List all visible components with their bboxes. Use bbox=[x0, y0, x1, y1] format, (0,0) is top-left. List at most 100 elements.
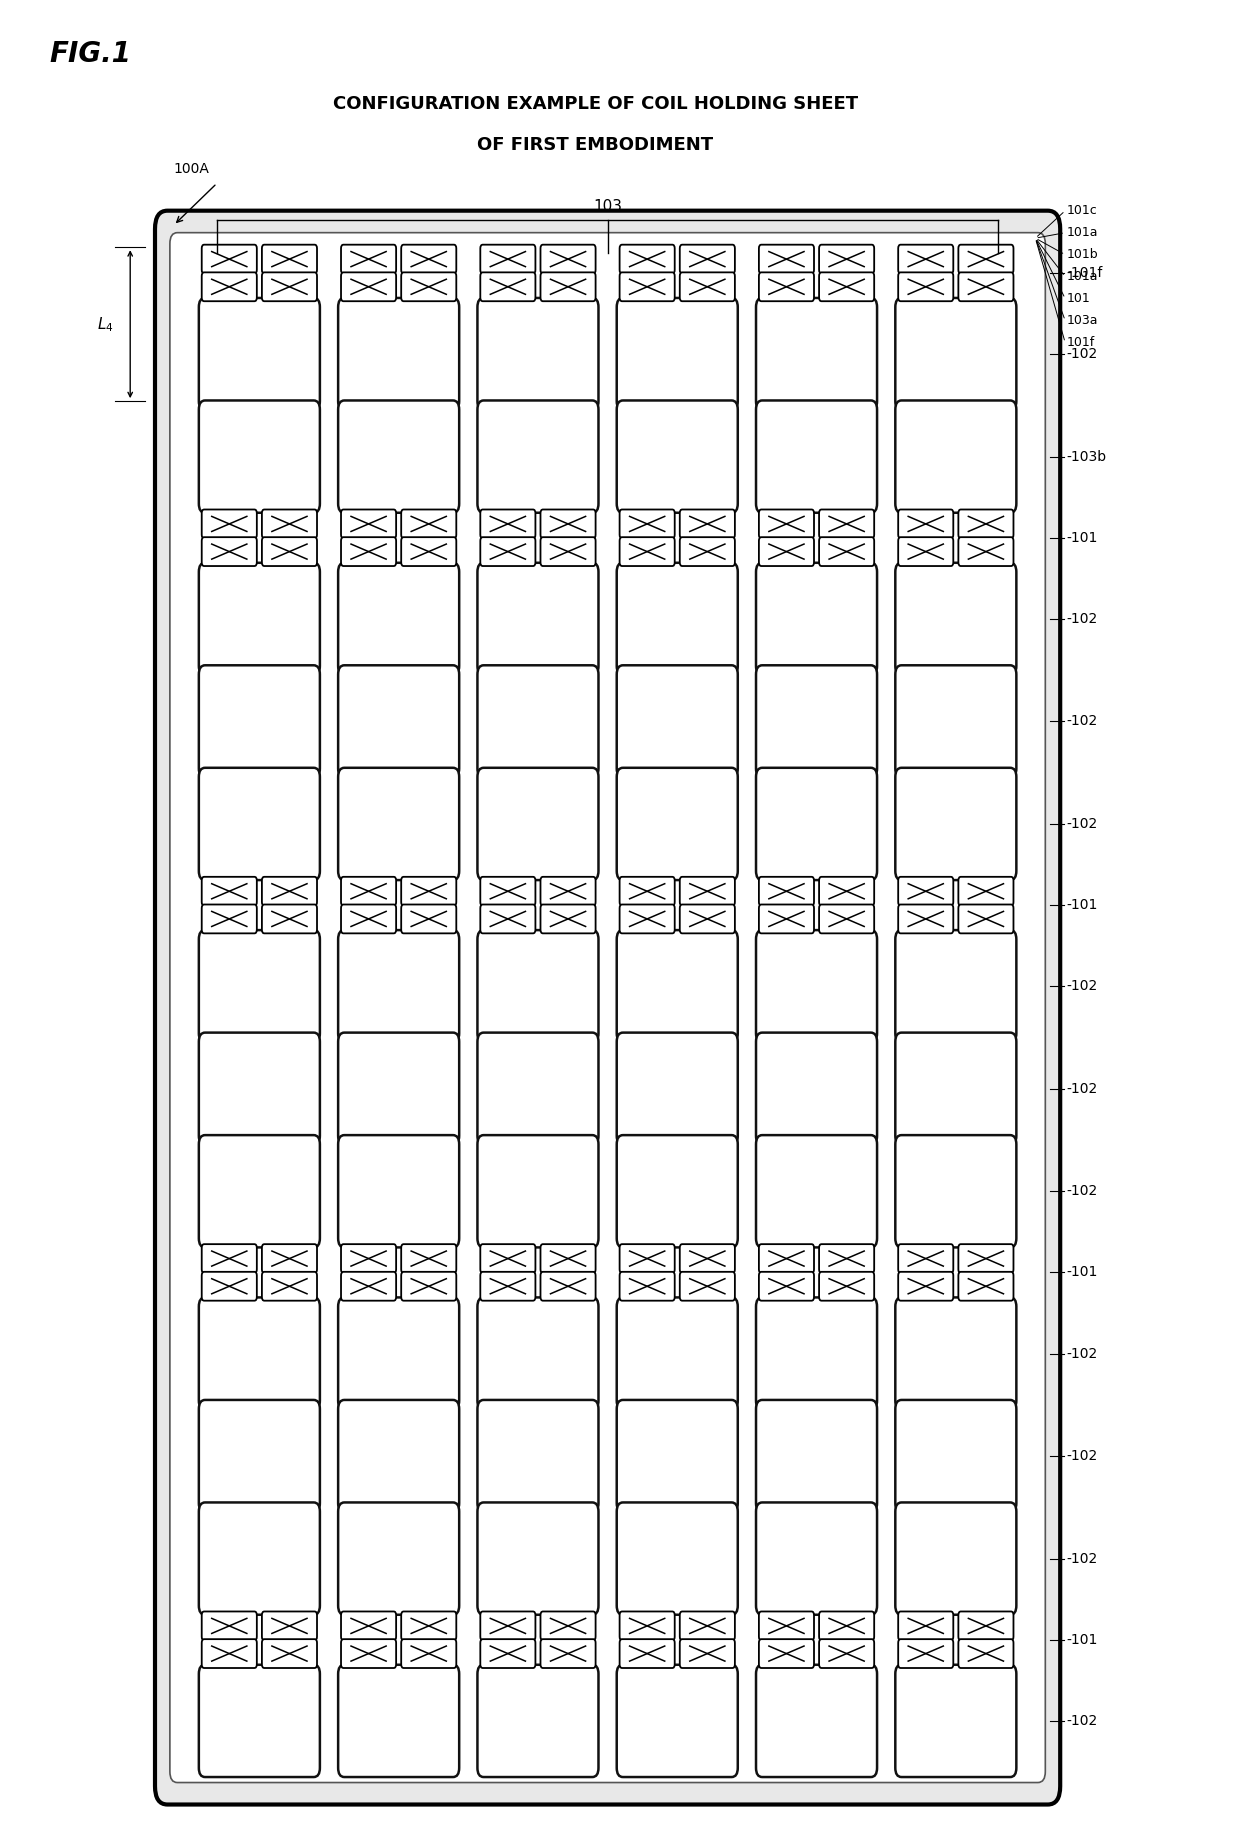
FancyBboxPatch shape bbox=[820, 905, 874, 932]
FancyBboxPatch shape bbox=[339, 1297, 459, 1409]
FancyBboxPatch shape bbox=[341, 1271, 396, 1301]
FancyBboxPatch shape bbox=[959, 1244, 1013, 1273]
FancyBboxPatch shape bbox=[541, 1271, 595, 1301]
FancyBboxPatch shape bbox=[480, 245, 536, 273]
FancyBboxPatch shape bbox=[480, 905, 536, 932]
Text: -102: -102 bbox=[1066, 1715, 1097, 1728]
FancyBboxPatch shape bbox=[541, 905, 595, 932]
FancyBboxPatch shape bbox=[820, 245, 874, 273]
Text: -101f: -101f bbox=[1066, 266, 1102, 280]
FancyBboxPatch shape bbox=[202, 245, 257, 273]
FancyBboxPatch shape bbox=[477, 1665, 599, 1777]
FancyBboxPatch shape bbox=[959, 905, 1013, 932]
FancyBboxPatch shape bbox=[477, 401, 599, 513]
FancyBboxPatch shape bbox=[820, 537, 874, 566]
FancyBboxPatch shape bbox=[756, 1665, 877, 1777]
FancyBboxPatch shape bbox=[480, 1271, 536, 1301]
FancyBboxPatch shape bbox=[820, 273, 874, 300]
Text: 101a: 101a bbox=[1066, 269, 1097, 284]
Text: -102: -102 bbox=[1066, 1347, 1097, 1361]
FancyBboxPatch shape bbox=[339, 401, 459, 513]
FancyBboxPatch shape bbox=[341, 273, 396, 300]
FancyBboxPatch shape bbox=[262, 245, 317, 273]
FancyBboxPatch shape bbox=[895, 1400, 1017, 1511]
FancyBboxPatch shape bbox=[898, 1244, 954, 1273]
FancyBboxPatch shape bbox=[541, 878, 595, 905]
FancyBboxPatch shape bbox=[895, 931, 1017, 1042]
FancyBboxPatch shape bbox=[895, 768, 1017, 879]
FancyBboxPatch shape bbox=[198, 401, 320, 513]
FancyBboxPatch shape bbox=[339, 931, 459, 1042]
FancyBboxPatch shape bbox=[756, 1136, 877, 1248]
FancyBboxPatch shape bbox=[402, 537, 456, 566]
FancyBboxPatch shape bbox=[616, 299, 738, 410]
FancyBboxPatch shape bbox=[541, 1640, 595, 1667]
FancyBboxPatch shape bbox=[339, 1033, 459, 1145]
FancyBboxPatch shape bbox=[202, 537, 257, 566]
FancyBboxPatch shape bbox=[480, 1244, 536, 1273]
FancyBboxPatch shape bbox=[541, 273, 595, 300]
FancyBboxPatch shape bbox=[402, 1271, 456, 1301]
FancyBboxPatch shape bbox=[341, 537, 396, 566]
FancyBboxPatch shape bbox=[262, 273, 317, 300]
FancyBboxPatch shape bbox=[959, 273, 1013, 300]
FancyBboxPatch shape bbox=[820, 1612, 874, 1640]
FancyBboxPatch shape bbox=[680, 537, 735, 566]
FancyBboxPatch shape bbox=[339, 562, 459, 674]
FancyBboxPatch shape bbox=[895, 1297, 1017, 1409]
FancyBboxPatch shape bbox=[198, 1665, 320, 1777]
FancyBboxPatch shape bbox=[820, 1271, 874, 1301]
FancyBboxPatch shape bbox=[341, 905, 396, 932]
FancyBboxPatch shape bbox=[198, 1502, 320, 1614]
FancyBboxPatch shape bbox=[759, 1640, 813, 1667]
FancyBboxPatch shape bbox=[680, 273, 735, 300]
FancyBboxPatch shape bbox=[480, 1640, 536, 1667]
FancyBboxPatch shape bbox=[402, 245, 456, 273]
FancyBboxPatch shape bbox=[898, 1271, 954, 1301]
FancyBboxPatch shape bbox=[262, 1640, 317, 1667]
FancyBboxPatch shape bbox=[898, 245, 954, 273]
FancyBboxPatch shape bbox=[202, 1244, 257, 1273]
FancyBboxPatch shape bbox=[262, 905, 317, 932]
FancyBboxPatch shape bbox=[402, 1640, 456, 1667]
FancyBboxPatch shape bbox=[680, 1244, 735, 1273]
FancyBboxPatch shape bbox=[620, 1640, 675, 1667]
FancyBboxPatch shape bbox=[198, 299, 320, 410]
FancyBboxPatch shape bbox=[541, 1244, 595, 1273]
FancyBboxPatch shape bbox=[616, 1297, 738, 1409]
FancyBboxPatch shape bbox=[680, 245, 735, 273]
FancyBboxPatch shape bbox=[680, 1612, 735, 1640]
FancyBboxPatch shape bbox=[339, 1136, 459, 1248]
FancyBboxPatch shape bbox=[616, 562, 738, 674]
FancyBboxPatch shape bbox=[541, 245, 595, 273]
FancyBboxPatch shape bbox=[898, 1612, 954, 1640]
FancyBboxPatch shape bbox=[262, 509, 317, 539]
FancyBboxPatch shape bbox=[198, 1400, 320, 1511]
Text: -102: -102 bbox=[1066, 1183, 1097, 1198]
FancyBboxPatch shape bbox=[480, 509, 536, 539]
FancyBboxPatch shape bbox=[616, 1665, 738, 1777]
FancyBboxPatch shape bbox=[756, 931, 877, 1042]
FancyBboxPatch shape bbox=[262, 1271, 317, 1301]
FancyBboxPatch shape bbox=[202, 1640, 257, 1667]
FancyBboxPatch shape bbox=[198, 562, 320, 674]
Text: -102: -102 bbox=[1066, 1449, 1097, 1464]
FancyBboxPatch shape bbox=[616, 1400, 738, 1511]
FancyBboxPatch shape bbox=[898, 509, 954, 539]
FancyBboxPatch shape bbox=[680, 905, 735, 932]
FancyBboxPatch shape bbox=[198, 1136, 320, 1248]
FancyBboxPatch shape bbox=[756, 768, 877, 879]
FancyBboxPatch shape bbox=[477, 768, 599, 879]
Text: OF FIRST EMBODIMENT: OF FIRST EMBODIMENT bbox=[477, 136, 713, 154]
FancyBboxPatch shape bbox=[895, 299, 1017, 410]
FancyBboxPatch shape bbox=[202, 1271, 257, 1301]
FancyBboxPatch shape bbox=[620, 245, 675, 273]
Text: 101f: 101f bbox=[1066, 335, 1095, 350]
Text: 100A: 100A bbox=[174, 161, 210, 176]
FancyBboxPatch shape bbox=[339, 1665, 459, 1777]
Text: -101: -101 bbox=[1066, 898, 1097, 912]
FancyBboxPatch shape bbox=[616, 768, 738, 879]
Text: -103b: -103b bbox=[1066, 449, 1106, 463]
Text: 103: 103 bbox=[593, 200, 622, 214]
FancyBboxPatch shape bbox=[402, 905, 456, 932]
